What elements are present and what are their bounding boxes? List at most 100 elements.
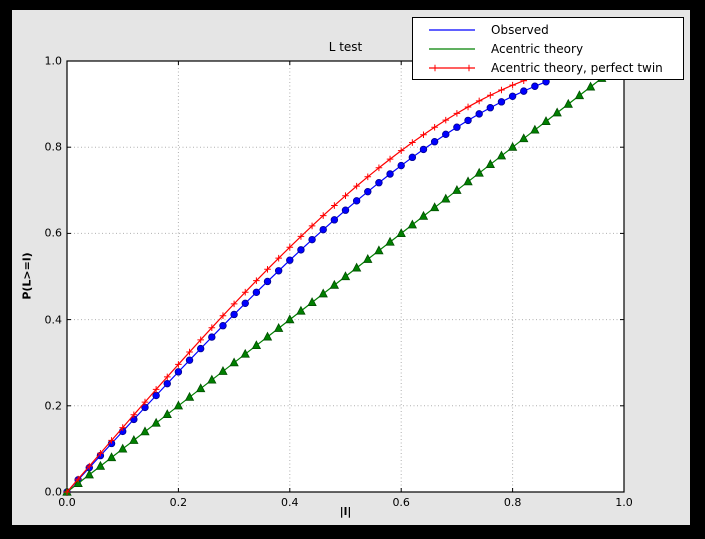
marker-plus-acentric-theory-perfect-twin — [475, 97, 483, 105]
marker-plus-acentric-theory-perfect-twin — [386, 155, 394, 163]
y-tick-label: 0.4 — [44, 313, 63, 327]
marker-triangle-acentric-theory — [452, 185, 462, 194]
y-tick-label: 0.2 — [44, 399, 63, 413]
marker-triangle-acentric-theory — [541, 116, 551, 125]
y-tick-label: 0.8 — [44, 140, 63, 154]
marker-circle-observed — [430, 138, 439, 146]
marker-circle-observed — [297, 246, 305, 254]
marker-triangle-acentric-theory — [429, 202, 440, 212]
marker-triangle-acentric-theory — [262, 331, 273, 341]
y-tick-label: 1.0 — [44, 54, 63, 68]
marker-circle-observed — [330, 216, 339, 224]
marker-plus-acentric-theory-perfect-twin — [464, 103, 472, 111]
marker-circle-observed — [230, 310, 238, 319]
marker-circle-observed — [386, 170, 394, 178]
marker-plus-acentric-theory-perfect-twin — [141, 398, 149, 406]
marker-plus-acentric-theory-perfect-twin — [319, 212, 327, 219]
marker-circle-observed — [408, 153, 417, 162]
marker-triangle-acentric-theory — [162, 409, 172, 419]
x-tick-label: 0.6 — [392, 496, 410, 509]
marker-triangle-acentric-theory — [95, 460, 106, 470]
marker-circle-observed — [319, 225, 327, 234]
marker-plus-acentric-theory-perfect-twin — [375, 164, 383, 172]
series-line-acentric-theory-perfect-twin — [66, 72, 547, 493]
marker-plus-acentric-theory-perfect-twin — [63, 488, 71, 496]
marker-plus-acentric-theory-perfect-twin — [487, 91, 494, 99]
marker-plus-acentric-theory-perfect-twin — [297, 233, 305, 240]
marker-circle-observed — [375, 179, 383, 187]
marker-plus-acentric-theory-perfect-twin — [364, 173, 372, 181]
marker-triangle-acentric-theory — [552, 107, 562, 117]
y-axis-label: P(L>=l) — [20, 252, 34, 300]
marker-circle-observed — [508, 92, 517, 100]
legend-label-observed: Observed — [491, 22, 549, 37]
marker-triangle-acentric-theory — [441, 193, 451, 203]
marker-triangle-acentric-theory — [218, 366, 228, 375]
marker-plus-acentric-theory-perfect-twin — [130, 411, 138, 419]
marker-plus-acentric-theory-perfect-twin — [509, 81, 516, 89]
marker-plus-acentric-theory-perfect-twin — [409, 139, 416, 146]
marker-plus-acentric-theory-perfect-twin — [431, 123, 438, 131]
chart-title: L test — [328, 40, 363, 54]
legend-label-acentric-theory: Acentric theory — [491, 41, 584, 56]
marker-plus-acentric-theory-perfect-twin — [498, 86, 505, 94]
marker-plus-acentric-theory-perfect-twin — [353, 182, 360, 190]
marker-circle-observed — [196, 344, 205, 353]
marker-circle-observed — [308, 235, 316, 244]
marker-plus-acentric-theory-perfect-twin — [286, 243, 294, 251]
marker-circle-observed — [252, 288, 261, 297]
marker-plus-acentric-theory-perfect-twin — [397, 147, 405, 154]
legend-box: Observed Acentric theory Acentric theory… — [412, 17, 684, 80]
marker-plus-acentric-theory-perfect-twin — [208, 324, 216, 332]
marker-plus-acentric-theory-perfect-twin — [453, 110, 461, 117]
marker-plus-acentric-theory-perfect-twin — [175, 361, 182, 368]
x-axis-label: |l| — [339, 505, 352, 518]
marker-plus-acentric-theory-perfect-twin — [342, 192, 349, 199]
marker-plus-acentric-theory-perfect-twin — [241, 288, 249, 296]
marker-triangle-acentric-theory — [229, 357, 239, 367]
marker-triangle-acentric-theory — [151, 417, 161, 427]
marker-circle-observed — [208, 333, 216, 341]
marker-plus-acentric-theory-perfect-twin — [230, 300, 238, 308]
marker-circle-observed — [263, 277, 272, 286]
marker-circle-observed — [453, 123, 461, 131]
marker-circle-observed — [531, 82, 539, 90]
legend-label-perfect-twin: Acentric theory, perfect twin — [491, 60, 663, 75]
marker-triangle-acentric-theory — [106, 452, 117, 462]
x-tick-label: 0.8 — [503, 496, 522, 509]
marker-triangle-acentric-theory — [351, 262, 362, 272]
marker-circle-observed — [520, 87, 528, 95]
legend-entry-acentric-theory: Acentric theory — [413, 40, 683, 58]
x-tick-label: 1.0 — [615, 496, 633, 509]
marker-triangle-acentric-theory — [240, 348, 250, 358]
marker-circle-observed — [219, 322, 227, 330]
marker-triangle-acentric-theory — [307, 297, 317, 306]
marker-plus-acentric-theory-perfect-twin — [74, 475, 82, 483]
marker-triangle-acentric-theory — [73, 478, 83, 487]
marker-plus-acentric-theory-perfect-twin — [152, 386, 160, 393]
marker-triangle-acentric-theory — [173, 400, 184, 410]
marker-plus-acentric-theory-perfect-twin — [442, 116, 450, 124]
marker-triangle-acentric-theory — [318, 288, 328, 298]
marker-triangle-acentric-theory — [474, 167, 484, 177]
legend-entry-perfect-twin: Acentric theory, perfect twin — [413, 59, 683, 77]
marker-triangle-acentric-theory — [374, 245, 384, 255]
marker-triangle-acentric-theory — [507, 141, 518, 151]
marker-circle-observed — [442, 130, 450, 139]
marker-triangle-acentric-theory — [207, 374, 217, 384]
marker-triangle-acentric-theory — [407, 219, 418, 229]
marker-triangle-acentric-theory — [530, 124, 540, 134]
legend-entry-observed: Observed — [413, 21, 683, 39]
marker-triangle-acentric-theory — [396, 228, 406, 237]
marker-triangle-acentric-theory — [129, 435, 139, 444]
y-tick-label: 0.0 — [44, 485, 63, 499]
marker-plus-acentric-theory-perfect-twin — [197, 336, 204, 344]
marker-triangle-acentric-theory — [118, 443, 128, 453]
marker-triangle-acentric-theory — [418, 210, 429, 220]
marker-circle-observed — [464, 116, 472, 125]
marker-circle-observed — [241, 299, 249, 308]
marker-plus-acentric-theory-perfect-twin — [219, 312, 227, 320]
